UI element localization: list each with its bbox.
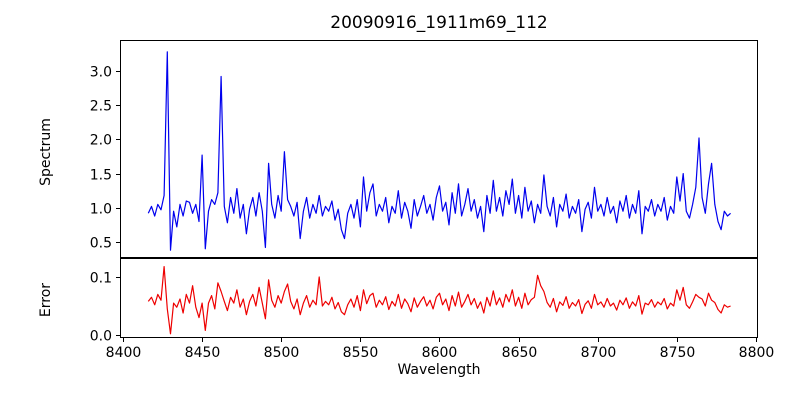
spectrum-y-tick-label: 0.5 bbox=[90, 236, 112, 252]
chart-title: 20090916_1911m69_112 bbox=[330, 13, 548, 33]
x-tick-label: 8550 bbox=[343, 345, 379, 361]
x-tick-label: 8650 bbox=[502, 345, 538, 361]
spectrum-line bbox=[147, 51, 731, 251]
error-panel-border bbox=[120, 258, 758, 338]
x-tick-label: 8500 bbox=[264, 345, 300, 361]
spectrum-panel-border bbox=[120, 40, 758, 258]
x-axis-label: Wavelength bbox=[397, 362, 481, 378]
error-line bbox=[147, 266, 731, 335]
spectrum-y-tick-label: 3.0 bbox=[90, 65, 112, 81]
spectrum-y-tick-label: 1.0 bbox=[90, 202, 112, 218]
error-y-tick-label: 0.1 bbox=[90, 271, 112, 287]
x-tick-label: 8700 bbox=[581, 345, 617, 361]
x-tick-label: 8450 bbox=[185, 345, 221, 361]
spectrum-y-tick-label: 2.0 bbox=[90, 133, 112, 149]
x-tick-label: 8800 bbox=[739, 345, 775, 361]
spectrum-y-tick-label: 2.5 bbox=[90, 99, 112, 115]
x-tick-label: 8600 bbox=[422, 345, 458, 361]
x-tick-label: 8750 bbox=[660, 345, 696, 361]
x-tick-label: 8400 bbox=[106, 345, 142, 361]
spectrum-y-tick-label: 1.5 bbox=[90, 168, 112, 184]
error-y-tick-label: 0.0 bbox=[90, 329, 112, 345]
